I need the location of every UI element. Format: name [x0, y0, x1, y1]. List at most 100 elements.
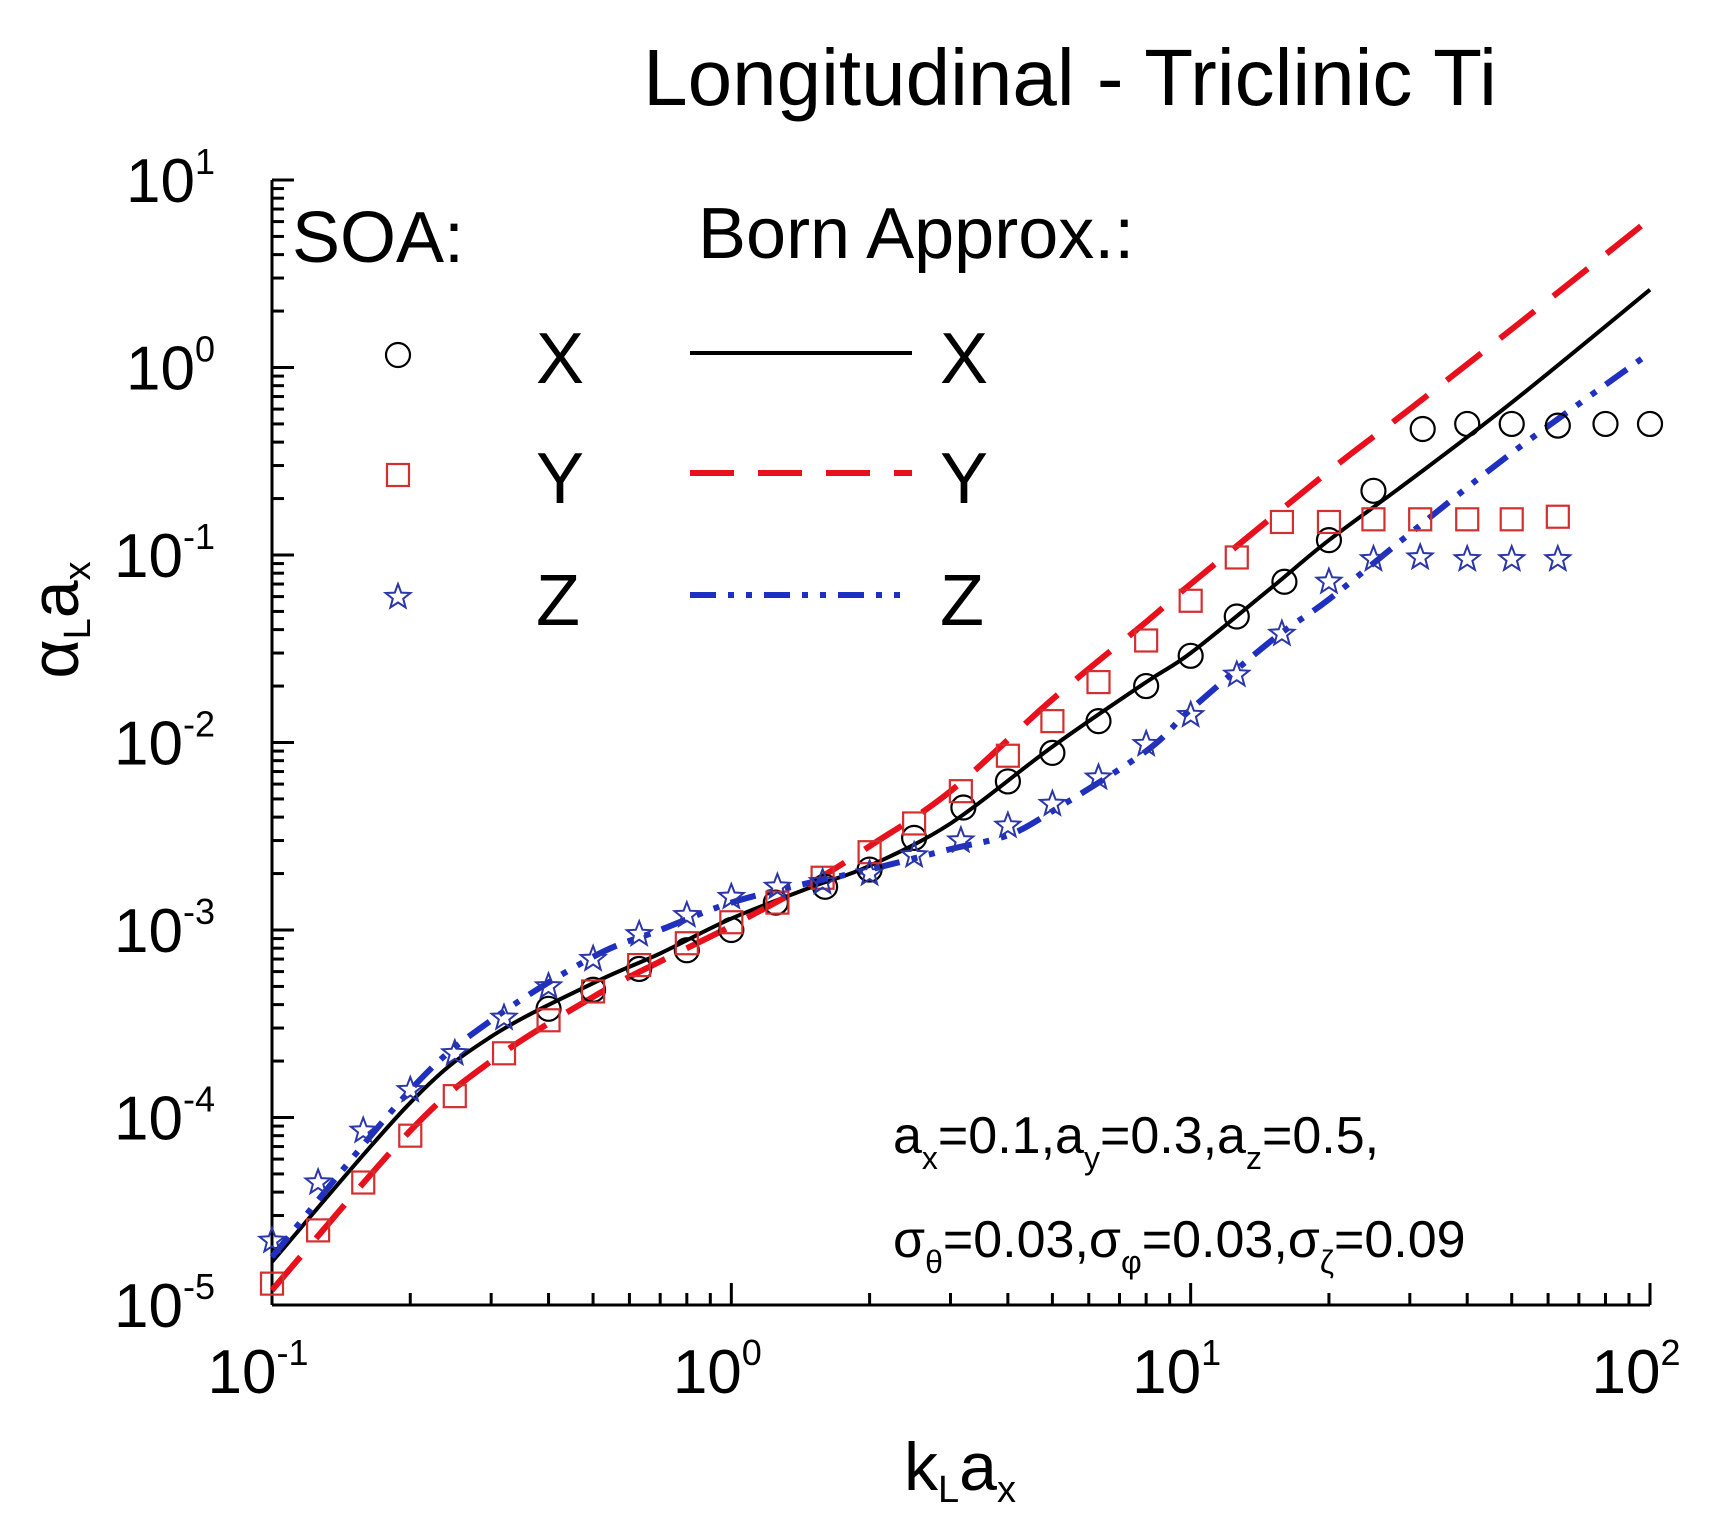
x-tick-label: 100 — [673, 1332, 762, 1407]
y-label-tail: a — [17, 580, 93, 618]
marker-soa-x — [1498, 410, 1525, 438]
marker-soa-z — [1221, 658, 1252, 688]
marker-soa-y — [351, 1170, 376, 1195]
y-label-tail-sub: x — [57, 561, 99, 580]
curve-born-approx-x — [270, 288, 1652, 1264]
legend-soa-label: X — [536, 319, 584, 399]
marker-soa-z — [1037, 788, 1068, 817]
markers — [256, 410, 1664, 1296]
marker-soa-y — [902, 811, 927, 836]
legend-born-label: Z — [940, 561, 984, 641]
marker-soa-z — [807, 866, 838, 896]
marker-soa-z — [1496, 543, 1527, 572]
chart-title: Longitudinal - Triclinic Ti — [643, 33, 1497, 122]
marker-soa-y — [627, 952, 652, 978]
marker-soa-z — [899, 839, 930, 869]
marker-soa-z — [716, 881, 747, 910]
x-label-sub: L — [938, 1469, 959, 1511]
marker-soa-x — [1636, 410, 1664, 438]
x-axis-label: kLax — [904, 1429, 1016, 1511]
marker-soa-z — [395, 1074, 426, 1103]
marker-soa-z — [1542, 543, 1573, 572]
y-axis-label: αLax — [17, 561, 99, 678]
marker-soa-y — [259, 1271, 285, 1296]
legend-soa-label: Y — [536, 439, 584, 519]
marker-soa-y — [1269, 509, 1295, 535]
marker-soa-y — [1408, 507, 1433, 532]
marker-soa-y — [1086, 669, 1111, 695]
marker-soa-z — [1405, 541, 1436, 571]
marker-soa-x — [1409, 415, 1436, 443]
marker-soa-y — [995, 743, 1020, 768]
parameter-annotation: ax=0.1,ay=0.3,az=0.5, σθ=0.03,σφ=0.03,σζ… — [893, 1107, 1466, 1280]
x-tick-labels: 10-1 100 101 102 — [208, 1332, 1681, 1407]
x-tick-label: 102 — [1592, 1332, 1681, 1407]
annotation-line-1: ax=0.1,ay=0.3,az=0.5, — [893, 1107, 1379, 1176]
marker-soa-y — [1499, 507, 1524, 532]
marker-soa-z — [854, 857, 885, 887]
marker-soa-x — [1177, 642, 1204, 669]
marker-soa-z — [1083, 761, 1114, 791]
legend-born-heading: Born Approx.: — [698, 194, 1134, 274]
x-label-tail: a — [959, 1429, 997, 1505]
x-label-main: k — [904, 1429, 939, 1505]
marker-soa-y — [398, 1123, 423, 1148]
marker-soa-x — [1544, 412, 1571, 439]
marker-soa-y — [491, 1041, 517, 1066]
marker-soa-z — [624, 918, 655, 947]
marker-soa-z — [992, 809, 1023, 839]
marker-soa-y — [536, 1008, 561, 1033]
marker-soa-y — [674, 931, 699, 956]
y-tick-label: 10-3 — [114, 891, 215, 966]
marker-soa-x — [1271, 568, 1298, 595]
marker-soa-y — [1178, 588, 1203, 613]
y-label-sub: L — [57, 618, 99, 639]
marker-soa-x — [950, 794, 977, 821]
marker-soa-z — [1452, 543, 1483, 572]
marker-soa-x — [1592, 410, 1619, 438]
marker-soa-y — [1134, 628, 1159, 653]
marker-soa-x — [1085, 708, 1112, 735]
marker-soa-y — [306, 1218, 331, 1243]
marker-soa-z — [533, 970, 564, 1000]
y-tick-label: 10-4 — [114, 1079, 215, 1154]
legend-marker-x — [384, 341, 412, 369]
legend-entries: X XY YZ Z — [382, 319, 988, 641]
y-tick-label: 101 — [126, 141, 215, 216]
marker-soa-x — [1454, 410, 1481, 438]
marker-soa-y — [719, 910, 744, 935]
marker-soa-x — [1223, 603, 1250, 630]
legend-soa-label: Z — [536, 561, 580, 641]
marker-soa-x — [1039, 739, 1066, 767]
marker-soa-y — [442, 1084, 467, 1109]
marker-soa-z — [1358, 543, 1389, 572]
legend-born-label: Y — [940, 439, 988, 519]
marker-soa-z — [762, 870, 793, 900]
x-tick-label: 101 — [1132, 1332, 1221, 1407]
marker-soa-y — [580, 979, 606, 1004]
marker-soa-z — [1266, 617, 1297, 647]
marker-soa-z — [302, 1166, 334, 1196]
marker-soa-y — [948, 779, 973, 804]
annotation-line-2: σθ=0.03,σφ=0.03,σζ=0.09 — [893, 1211, 1466, 1280]
y-tick-label: 100 — [126, 329, 215, 404]
plot-area — [256, 178, 1664, 1307]
y-tick-label: 10-1 — [114, 516, 215, 591]
y-tick-label: 10-5 — [114, 1266, 215, 1341]
marker-soa-y — [1316, 509, 1342, 535]
legend-marker-y — [385, 462, 411, 488]
marker-soa-z — [348, 1114, 379, 1144]
marker-soa-z — [1175, 699, 1206, 728]
marker-soa-x — [1133, 672, 1160, 700]
marker-soa-z — [1313, 565, 1344, 595]
legend: SOA: Born Approx.: X XY YZ Z — [292, 194, 1134, 641]
y-tick-labels: 10-5 10-4 10-3 10-2 10-1 100 101 — [114, 141, 215, 1341]
curve-born-approx-z — [269, 350, 1652, 1260]
marker-soa-z — [671, 899, 702, 928]
x-tick-label: 10-1 — [208, 1332, 309, 1407]
marker-soa-z — [256, 1224, 288, 1254]
marker-soa-y — [1545, 504, 1570, 529]
marker-soa-y — [1040, 709, 1065, 734]
marker-soa-x — [1360, 477, 1387, 504]
